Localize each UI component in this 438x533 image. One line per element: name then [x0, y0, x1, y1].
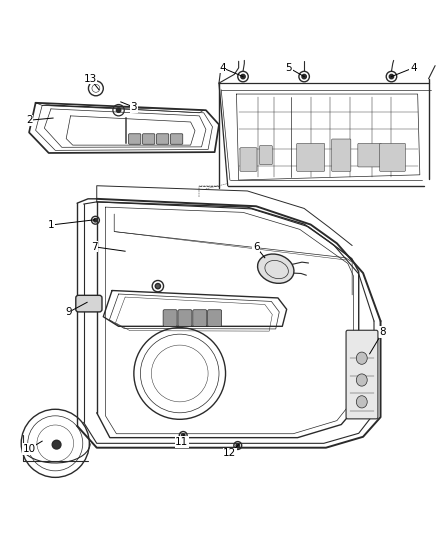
Ellipse shape	[357, 395, 367, 408]
Circle shape	[52, 440, 61, 449]
FancyBboxPatch shape	[208, 310, 222, 326]
Text: 10: 10	[22, 444, 35, 454]
Text: 8: 8	[379, 327, 386, 337]
Ellipse shape	[357, 352, 367, 364]
Text: 12: 12	[223, 448, 237, 458]
Circle shape	[117, 108, 121, 112]
Text: 4: 4	[219, 63, 226, 73]
FancyBboxPatch shape	[143, 134, 155, 144]
Ellipse shape	[357, 374, 367, 386]
FancyBboxPatch shape	[76, 295, 102, 312]
Circle shape	[302, 75, 306, 79]
FancyBboxPatch shape	[193, 310, 207, 326]
FancyBboxPatch shape	[129, 134, 141, 144]
FancyBboxPatch shape	[170, 134, 183, 144]
FancyBboxPatch shape	[156, 134, 169, 144]
Text: 9: 9	[65, 308, 72, 317]
Circle shape	[155, 284, 160, 289]
Text: 3: 3	[131, 102, 137, 112]
Circle shape	[389, 75, 394, 79]
FancyBboxPatch shape	[260, 146, 272, 165]
FancyBboxPatch shape	[297, 143, 325, 171]
Text: 13: 13	[84, 74, 97, 84]
Circle shape	[181, 434, 185, 437]
Text: 2: 2	[26, 115, 32, 125]
Circle shape	[236, 444, 240, 447]
FancyBboxPatch shape	[380, 143, 406, 171]
FancyBboxPatch shape	[240, 148, 257, 171]
FancyBboxPatch shape	[332, 139, 351, 171]
FancyBboxPatch shape	[346, 330, 378, 419]
Text: 4: 4	[410, 63, 417, 73]
Text: 11: 11	[175, 437, 188, 447]
Text: 7: 7	[91, 242, 98, 252]
Circle shape	[94, 219, 97, 222]
FancyBboxPatch shape	[358, 143, 381, 167]
Text: 1: 1	[48, 220, 54, 230]
Circle shape	[241, 75, 245, 79]
Ellipse shape	[258, 254, 294, 284]
Text: 6: 6	[253, 242, 259, 252]
FancyBboxPatch shape	[163, 310, 177, 326]
FancyBboxPatch shape	[178, 310, 192, 326]
Text: 5: 5	[286, 63, 292, 73]
